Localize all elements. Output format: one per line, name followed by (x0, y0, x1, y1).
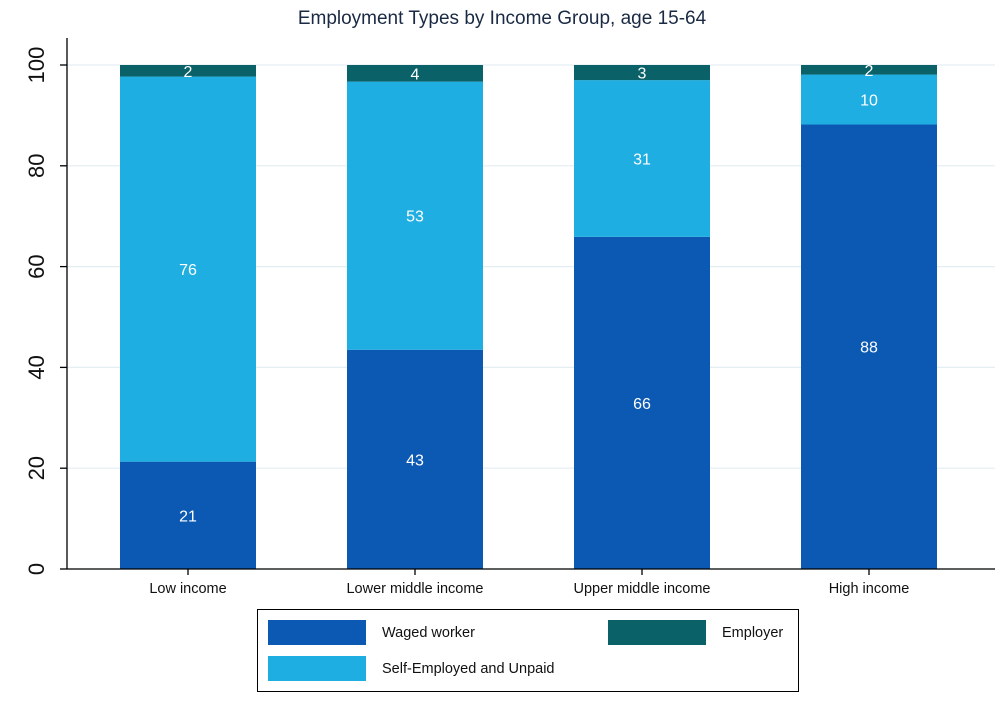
data-label-employer-2: 3 (638, 66, 647, 83)
legend-swatch-employer (608, 620, 706, 645)
bar-employer-3 (801, 65, 937, 75)
bar-waged-worker-0 (120, 461, 256, 569)
bar-employer-2 (574, 65, 710, 81)
chart-title: Employment Types by Income Group, age 15… (297, 8, 707, 29)
bar-self-employed-and-unpaid-2 (574, 80, 710, 237)
bar-self-employed-and-unpaid-0 (120, 76, 256, 462)
legend-label-waged-worker: Waged worker (382, 624, 475, 641)
data-label-waged-worker-1: 43 (406, 452, 424, 469)
y-tick-label-100: 100 (24, 47, 49, 84)
data-label-self-employed-and-unpaid-3: 10 (860, 93, 878, 110)
data-label-self-employed-and-unpaid-2: 31 (633, 151, 651, 168)
legend-label-self-employed: Self-Employed and Unpaid (382, 660, 555, 677)
y-tick-label-60: 60 (24, 254, 49, 278)
legend-swatch-waged-worker (268, 620, 366, 645)
y-tick-label-0: 0 (24, 563, 49, 575)
x-tick-label-2: Upper middle income (573, 581, 710, 597)
data-label-waged-worker-0: 21 (179, 508, 197, 525)
bar-employer-1 (347, 65, 483, 82)
bar-self-employed-and-unpaid-1 (347, 81, 483, 350)
data-label-waged-worker-3: 88 (860, 340, 878, 357)
x-tick-label-0: Low income (149, 581, 226, 597)
bar-waged-worker-3 (801, 124, 937, 570)
bar-employer-0 (120, 65, 256, 77)
bar-waged-worker-1 (347, 349, 483, 569)
y-tick-label-40: 40 (24, 355, 49, 379)
y-tick-label-20: 20 (24, 456, 49, 480)
legend: Waged worker Employer Self-Employed and … (257, 609, 799, 692)
data-label-employer-1: 4 (411, 66, 420, 83)
data-label-waged-worker-2: 66 (633, 396, 651, 413)
x-tick-label-1: Lower middle income (346, 581, 483, 597)
bar-waged-worker-2 (574, 236, 710, 569)
legend-swatch-self-employed (268, 656, 366, 681)
x-tick-label-3: High income (829, 581, 910, 597)
y-tick-label-80: 80 (24, 154, 49, 178)
legend-label-employer: Employer (722, 624, 784, 641)
legend-item-self-employed: Self-Employed and Unpaid (268, 656, 555, 681)
data-label-self-employed-and-unpaid-0: 76 (179, 262, 197, 279)
data-label-employer-0: 2 (184, 64, 193, 81)
data-label-self-employed-and-unpaid-1: 53 (406, 209, 424, 226)
data-label-employer-3: 2 (865, 63, 874, 80)
legend-item-employer: Employer (608, 620, 783, 645)
bar-self-employed-and-unpaid-3 (801, 74, 937, 125)
legend-item-waged-worker: Waged worker (268, 620, 475, 645)
